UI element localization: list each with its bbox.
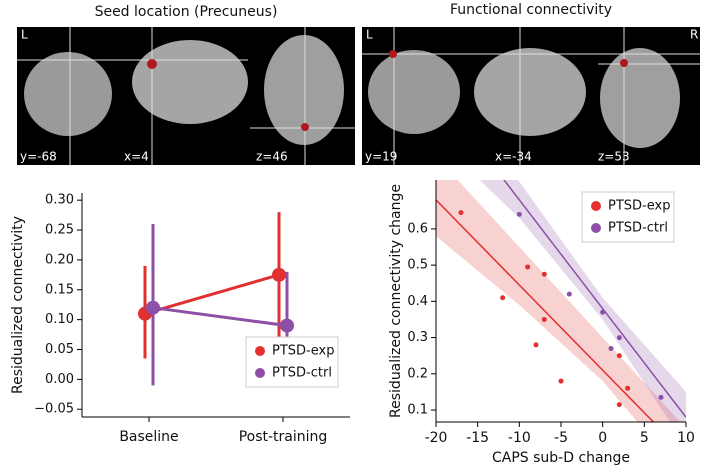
point — [541, 271, 547, 277]
y-axis-label: Residualized connectivity change — [388, 184, 404, 418]
y-axis-label: Residualized connectivity — [10, 216, 26, 394]
point — [533, 342, 539, 348]
x-tick-label: -20 — [425, 430, 448, 446]
legend-swatch — [255, 346, 265, 356]
y-tick-label: 0.15 — [45, 282, 74, 297]
point — [608, 345, 614, 351]
x-tick-label: Post-training — [239, 429, 328, 445]
x-tick-label: -10 — [508, 430, 531, 446]
point — [616, 353, 622, 359]
point — [558, 378, 564, 384]
series-line — [152, 306, 288, 328]
x-tick-label: 5 — [640, 430, 649, 446]
y-tick-label: 0.3 — [407, 330, 428, 345]
point — [500, 295, 506, 301]
x-tick-label: 0 — [598, 430, 607, 446]
x-tick-label: 10 — [677, 430, 695, 446]
confidence-band — [436, 180, 681, 422]
y-tick-label: 0.10 — [45, 312, 74, 327]
seed-panel — [17, 27, 355, 165]
legend-swatch — [591, 201, 601, 211]
point — [541, 316, 547, 322]
y-tick-label: 0.5 — [407, 258, 428, 273]
y-tick-label: 0.05 — [45, 342, 74, 357]
y-tick-label: 0.4 — [407, 294, 428, 309]
side-label: L — [366, 28, 373, 42]
point — [516, 211, 522, 217]
y-tick-label: 0.00 — [45, 372, 74, 387]
point — [616, 402, 622, 408]
y-tick-label: 0.6 — [407, 221, 428, 236]
y-tick-label: 0.25 — [45, 223, 74, 238]
y-tick-label: −0.05 — [34, 402, 74, 417]
panel-title: Functional connectivity — [450, 2, 612, 18]
confidence-band — [479, 180, 686, 422]
legend-label: PTSD-ctrl — [272, 366, 332, 381]
slice-label: x=4 — [124, 150, 149, 164]
legend-swatch — [255, 368, 265, 378]
point — [280, 318, 294, 333]
side-label: R — [690, 28, 698, 42]
point — [625, 385, 631, 391]
point — [272, 267, 286, 282]
fit-line — [503, 180, 686, 418]
series-line — [144, 273, 280, 316]
slice-label: x=-34 — [495, 150, 532, 164]
panel-title: Seed location (Precuneus) — [95, 4, 278, 20]
legend-label: PTSD-ctrl — [608, 221, 668, 236]
legend-label: PTSD-exp — [272, 344, 334, 359]
y-tick-label: 0.2 — [407, 366, 428, 381]
x-tick-label: -5 — [554, 430, 568, 446]
legend-box — [581, 191, 675, 243]
point — [616, 335, 622, 341]
slice-label: z=46 — [256, 150, 288, 164]
connectivity-panel — [362, 27, 700, 165]
plot-area — [436, 180, 686, 422]
legend-swatch — [591, 223, 601, 233]
slice-label: z=53 — [598, 150, 630, 164]
side-label: L — [21, 28, 28, 42]
point — [658, 394, 664, 400]
x-tick-label: Baseline — [119, 429, 178, 445]
y-tick-label: 0.1 — [407, 403, 428, 418]
x-axis-label: CAPS sub-D change — [492, 450, 630, 466]
legend-box — [245, 336, 339, 388]
x-tick-label: -15 — [466, 430, 489, 446]
y-tick-label: 0.30 — [45, 193, 74, 208]
y-tick-label: 0.20 — [45, 252, 74, 267]
legend-label: PTSD-exp — [608, 199, 670, 214]
point — [525, 264, 531, 270]
point — [146, 300, 160, 315]
slice-label: y=19 — [365, 150, 397, 164]
fit-line — [436, 199, 655, 422]
point — [458, 210, 464, 216]
slice-label: y=-68 — [20, 150, 57, 164]
point — [600, 309, 606, 315]
point — [566, 291, 572, 297]
